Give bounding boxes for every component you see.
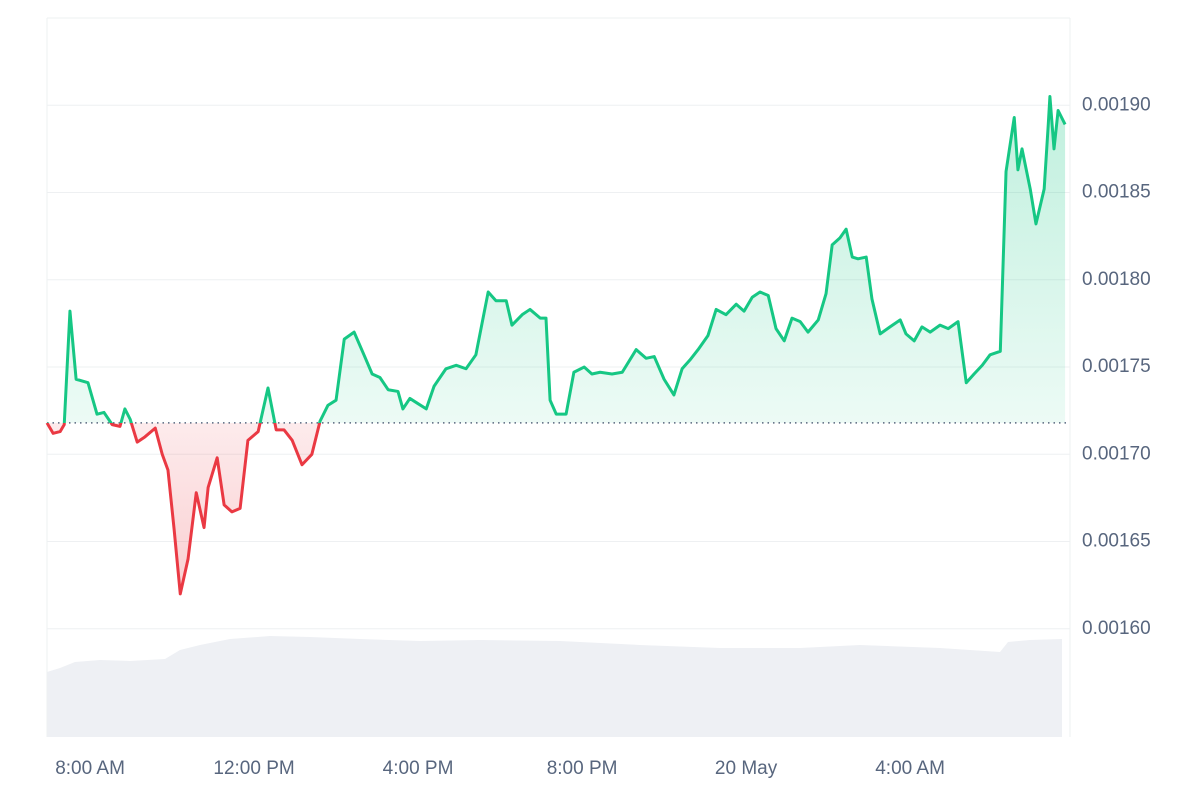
- price-line: [45, 95, 1067, 596]
- x-tick-label: 8:00 AM: [55, 758, 125, 779]
- x-tick-label: 12:00 PM: [213, 758, 294, 779]
- y-tick-label: 0.00190: [1082, 94, 1151, 115]
- y-tick-label: 0.00185: [1082, 182, 1151, 203]
- y-tick-label: 0.00160: [1082, 618, 1151, 639]
- x-tick-label: 20 May: [715, 758, 778, 779]
- y-tick-label: 0.00180: [1082, 269, 1151, 290]
- area-fill: [47, 96, 1066, 594]
- y-tick-label: 0.00165: [1082, 531, 1151, 552]
- volume-area: [47, 636, 1062, 737]
- x-tick-label: 4:00 PM: [383, 758, 454, 779]
- y-tick-label: 0.00175: [1082, 356, 1151, 377]
- x-tick-label: 4:00 AM: [875, 758, 945, 779]
- x-tick-label: 8:00 PM: [547, 758, 618, 779]
- y-tick-label: 0.00170: [1082, 443, 1151, 464]
